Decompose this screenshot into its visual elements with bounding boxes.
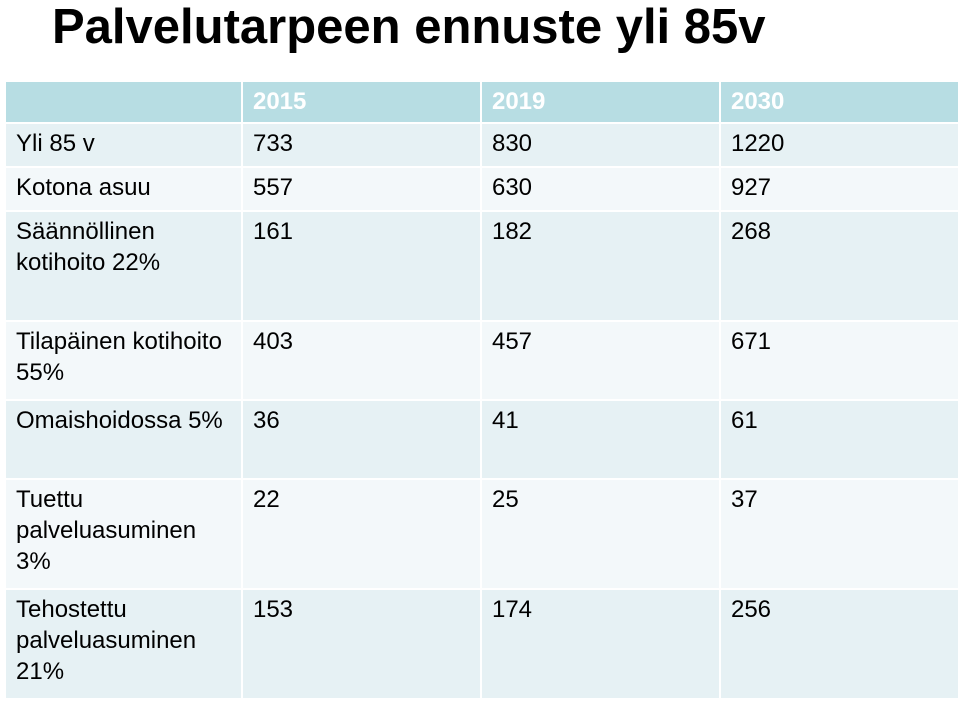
- cell-2019: 41: [481, 401, 719, 478]
- header-cell-2015: 2015: [242, 82, 480, 122]
- table-row: Säännöllinen kotihoito 22% 161 182 268: [6, 212, 958, 320]
- table-row: Tehostettu palveluasuminen 21% 153 174 2…: [6, 590, 958, 698]
- row-label: Tuettu palveluasuminen 3%: [6, 480, 241, 588]
- table-row: Kotona asuu 557 630 927: [6, 168, 958, 210]
- cell-2030: 927: [720, 168, 958, 210]
- cell-2030: 37: [720, 480, 958, 588]
- cell-2019: 457: [481, 322, 719, 399]
- cell-2019: 25: [481, 480, 719, 588]
- cell-2019: 630: [481, 168, 719, 210]
- cell-2015: 557: [242, 168, 480, 210]
- cell-2015: 733: [242, 124, 480, 166]
- header-cell-2019: 2019: [481, 82, 719, 122]
- row-label: Omaishoidossa 5%: [6, 401, 241, 478]
- table-header-row: 2015 2019 2030: [6, 82, 958, 122]
- row-label: Yli 85 v: [6, 124, 241, 166]
- cell-2030: 61: [720, 401, 958, 478]
- table-row: Yli 85 v 733 830 1220: [6, 124, 958, 166]
- cell-2015: 22: [242, 480, 480, 588]
- cell-2030: 1220: [720, 124, 958, 166]
- row-label: Tehostettu palveluasuminen 21%: [6, 590, 241, 698]
- cell-2015: 153: [242, 590, 480, 698]
- table-row: Tuettu palveluasuminen 3% 22 25 37: [6, 480, 958, 588]
- header-cell-2030: 2030: [720, 82, 958, 122]
- cell-2019: 830: [481, 124, 719, 166]
- cell-2015: 161: [242, 212, 480, 320]
- cell-2015: 403: [242, 322, 480, 399]
- header-cell-empty: [6, 82, 241, 122]
- cell-2015: 36: [242, 401, 480, 478]
- cell-2019: 174: [481, 590, 719, 698]
- row-label: Kotona asuu: [6, 168, 241, 210]
- cell-2019: 182: [481, 212, 719, 320]
- row-label: Säännöllinen kotihoito 22%: [6, 212, 241, 320]
- cell-2030: 268: [720, 212, 958, 320]
- table-row: Tilapäinen kotihoito 55% 403 457 671: [6, 322, 958, 399]
- forecast-table: 2015 2019 2030 Yli 85 v 733 830 1220 Kot…: [4, 80, 960, 700]
- cell-2030: 256: [720, 590, 958, 698]
- table-row: Omaishoidossa 5% 36 41 61: [6, 401, 958, 478]
- row-label: Tilapäinen kotihoito 55%: [6, 322, 241, 399]
- slide-title: Palvelutarpeen ennuste yli 85v: [52, 0, 766, 54]
- cell-2030: 671: [720, 322, 958, 399]
